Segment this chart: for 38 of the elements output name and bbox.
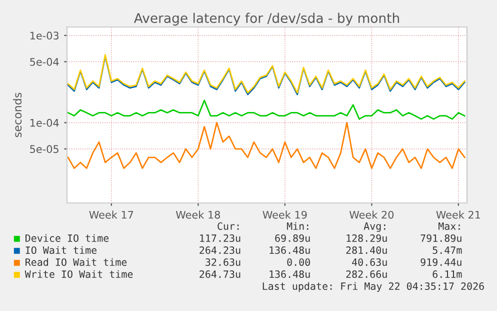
text: Max: <box>438 222 460 230</box>
y-axis-title: seconds <box>13 92 22 138</box>
x-tick-label: Week 19 <box>262 210 307 219</box>
text: 282.66u <box>346 270 387 278</box>
text: 5.47m <box>432 246 462 254</box>
legend-label: Read IO Wait time <box>26 258 127 266</box>
text: 40.63u <box>352 258 387 266</box>
y-tick-label: 1e-04 <box>30 118 59 127</box>
legend-label: Device IO time <box>26 234 109 242</box>
text: 919.44u <box>420 258 462 266</box>
text: 117.23u <box>200 234 240 242</box>
legend-label: Write IO Wait time <box>24 270 133 278</box>
text: 128.29u <box>346 234 387 242</box>
text: 6.11m <box>432 270 462 278</box>
text: 281.40u <box>346 246 387 254</box>
text: 32.63u <box>206 258 240 266</box>
text: Cur: <box>218 222 239 230</box>
text: 0.00 <box>287 258 310 266</box>
chart-title: Average latency for /dev/sda - by month <box>134 12 400 26</box>
y-tick-label: 5e-04 <box>30 58 59 66</box>
text: Avg: <box>364 222 386 232</box>
text: Last update: Fri May 22 04:35:17 2026 <box>262 282 484 292</box>
line-series <box>67 122 466 169</box>
x-tick-label: Week 17 <box>89 210 134 219</box>
x-tick-label: Week 20 <box>349 210 394 219</box>
legend-label: IO Wait time <box>26 246 97 254</box>
text: 264.23u <box>200 246 240 254</box>
text: 136.48u <box>270 270 310 278</box>
text: 136.48u <box>270 246 310 254</box>
text: 264.73u <box>200 270 240 278</box>
text: Min: <box>286 222 308 230</box>
x-tick-label: Week 18 <box>176 210 220 219</box>
text: 69.89u <box>275 234 310 242</box>
y-tick-label: 5e-05 <box>30 145 58 154</box>
line-series <box>67 100 466 120</box>
y-tick-label: 1e-03 <box>30 32 59 40</box>
text: 791.89u <box>420 234 462 242</box>
x-tick-label: Week 21 <box>436 210 480 219</box>
